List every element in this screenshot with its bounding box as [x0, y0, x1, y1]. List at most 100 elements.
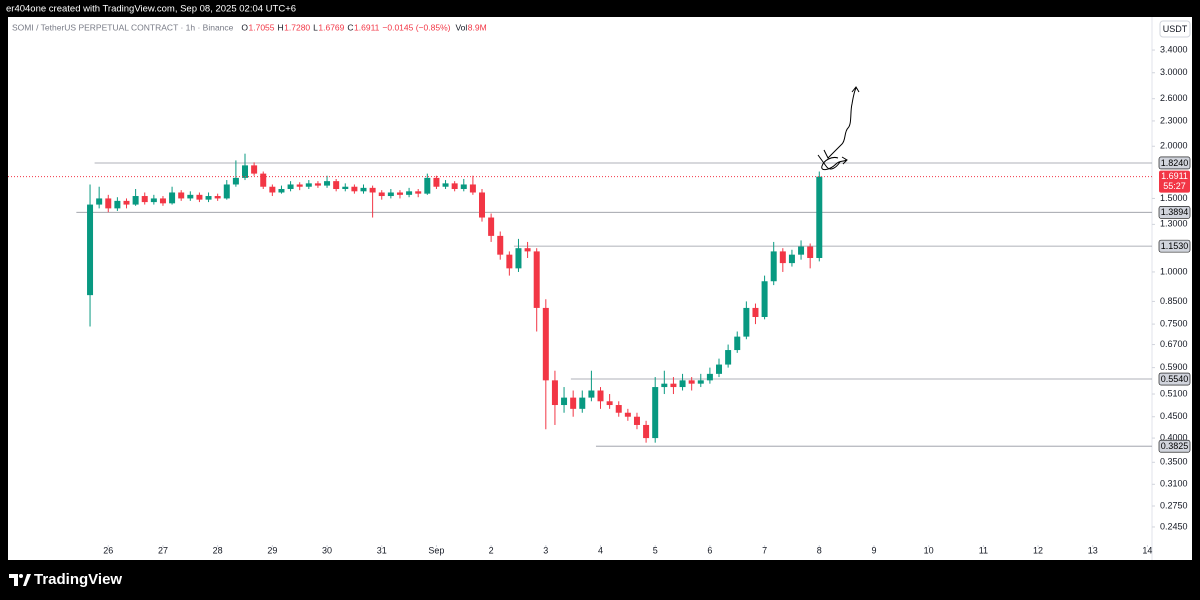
- candle-body: [524, 248, 531, 252]
- tv-logo: [9, 574, 31, 586]
- candle-body: [497, 235, 504, 255]
- level-label: 1.1530: [1161, 241, 1189, 251]
- y-tick-label: 0.4000: [1160, 432, 1188, 442]
- candle-body: [716, 364, 723, 374]
- candle-body: [506, 254, 513, 269]
- candle-body: [123, 200, 130, 205]
- ohlc-key: O: [241, 22, 248, 32]
- candle-body: [287, 184, 294, 190]
- candle-body: [688, 380, 695, 384]
- candle-body: [624, 412, 631, 417]
- y-tick-label: 2.3000: [1160, 115, 1188, 125]
- candle-body: [141, 196, 148, 203]
- candle-body: [807, 246, 814, 258]
- candle-body: [652, 387, 659, 439]
- candle-body: [305, 183, 312, 187]
- brand: TradingView: [34, 571, 122, 588]
- ohlc-value: 1.7055: [249, 22, 275, 32]
- logo-dot: [19, 574, 23, 578]
- candle-body: [114, 200, 121, 209]
- candle-body: [260, 173, 267, 187]
- y-tick-label: 1.3000: [1160, 219, 1188, 229]
- drawing-annotation: [817, 86, 860, 171]
- currency-button[interactable]: [1159, 20, 1191, 38]
- y-tick-label: 2.0000: [1160, 141, 1188, 151]
- candle-body: [442, 183, 449, 187]
- candle-body: [369, 187, 376, 193]
- candle-body: [242, 165, 249, 178]
- x-tick-label: 27: [158, 545, 168, 555]
- candle-body: [251, 165, 258, 174]
- y-tick-label: 0.5100: [1160, 388, 1188, 398]
- candle-body: [743, 307, 750, 337]
- candle-body: [324, 181, 331, 186]
- x-tick-label: 3: [543, 545, 548, 555]
- level-label-bg: [1158, 206, 1191, 219]
- candle-body: [424, 177, 431, 194]
- candle-body: [159, 198, 166, 204]
- legend: SOMI / TetherUS PERPETUAL CONTRACT · 1h …: [12, 22, 487, 32]
- ohlc-value: 1.6769: [318, 22, 344, 32]
- x-tick-label: 28: [213, 545, 223, 555]
- candle-body: [570, 397, 577, 409]
- candle-body: [561, 397, 568, 406]
- candle-body: [406, 191, 413, 195]
- y-tick-label: 3.0000: [1160, 67, 1188, 77]
- chart-area: [8, 17, 1192, 560]
- candle-body: [296, 184, 303, 187]
- countdown: 55:27: [1163, 181, 1186, 191]
- candle-body: [661, 383, 668, 388]
- candle-body: [187, 194, 194, 199]
- candle-body: [770, 251, 777, 282]
- candle-body: [205, 196, 212, 200]
- ohlc-key: H: [278, 22, 284, 32]
- candle-body: [196, 194, 203, 200]
- level-label: 1.3894: [1161, 207, 1189, 217]
- candle-body: [606, 401, 613, 406]
- candle-body: [469, 184, 476, 193]
- candle-body: [433, 177, 440, 187]
- candle-body: [670, 383, 677, 388]
- y-tick-label: 0.3500: [1160, 457, 1188, 467]
- x-tick-label: 5: [653, 545, 658, 555]
- candle-body: [214, 196, 221, 199]
- x-tick-label: 12: [1033, 545, 1043, 555]
- candle-body: [169, 192, 176, 204]
- candle-body: [588, 390, 595, 398]
- level-label: 1.8240: [1161, 158, 1189, 168]
- candle-body: [798, 246, 805, 255]
- candle-body: [488, 217, 495, 236]
- x-tick-label: 10: [924, 545, 934, 555]
- last-price-bg: [1159, 170, 1190, 193]
- candle-body: [551, 380, 558, 406]
- ohlc-key: L: [313, 22, 318, 32]
- level-label-bg: [1158, 439, 1191, 453]
- candle-body: [96, 198, 103, 205]
- candle-body: [342, 186, 349, 190]
- candle-body: [542, 307, 549, 381]
- candle-body: [460, 184, 467, 190]
- candle-body: [725, 350, 732, 365]
- level-label: 0.5540: [1161, 374, 1189, 384]
- candle-body: [788, 254, 795, 264]
- currency[interactable]: USDT: [1163, 24, 1188, 34]
- candle-body: [415, 191, 422, 194]
- candle-body: [761, 281, 768, 317]
- candle-body: [533, 251, 540, 308]
- y-tick-label: 1.0000: [1160, 266, 1188, 276]
- candle-body: [269, 186, 276, 193]
- x-tick-label: 8: [817, 545, 822, 555]
- volume-key: Vol: [455, 22, 467, 32]
- y-tick-label: 2.6000: [1160, 93, 1188, 103]
- candle-body: [697, 380, 704, 384]
- candle-body: [105, 198, 112, 209]
- candle-body: [479, 192, 486, 218]
- candle-body: [451, 183, 458, 190]
- candle-body: [223, 184, 230, 199]
- y-tick-label: 0.5900: [1160, 362, 1188, 372]
- candle-body: [351, 186, 358, 192]
- x-tick-label: 30: [322, 545, 332, 555]
- candle-body: [706, 373, 713, 381]
- candle-body: [734, 336, 741, 351]
